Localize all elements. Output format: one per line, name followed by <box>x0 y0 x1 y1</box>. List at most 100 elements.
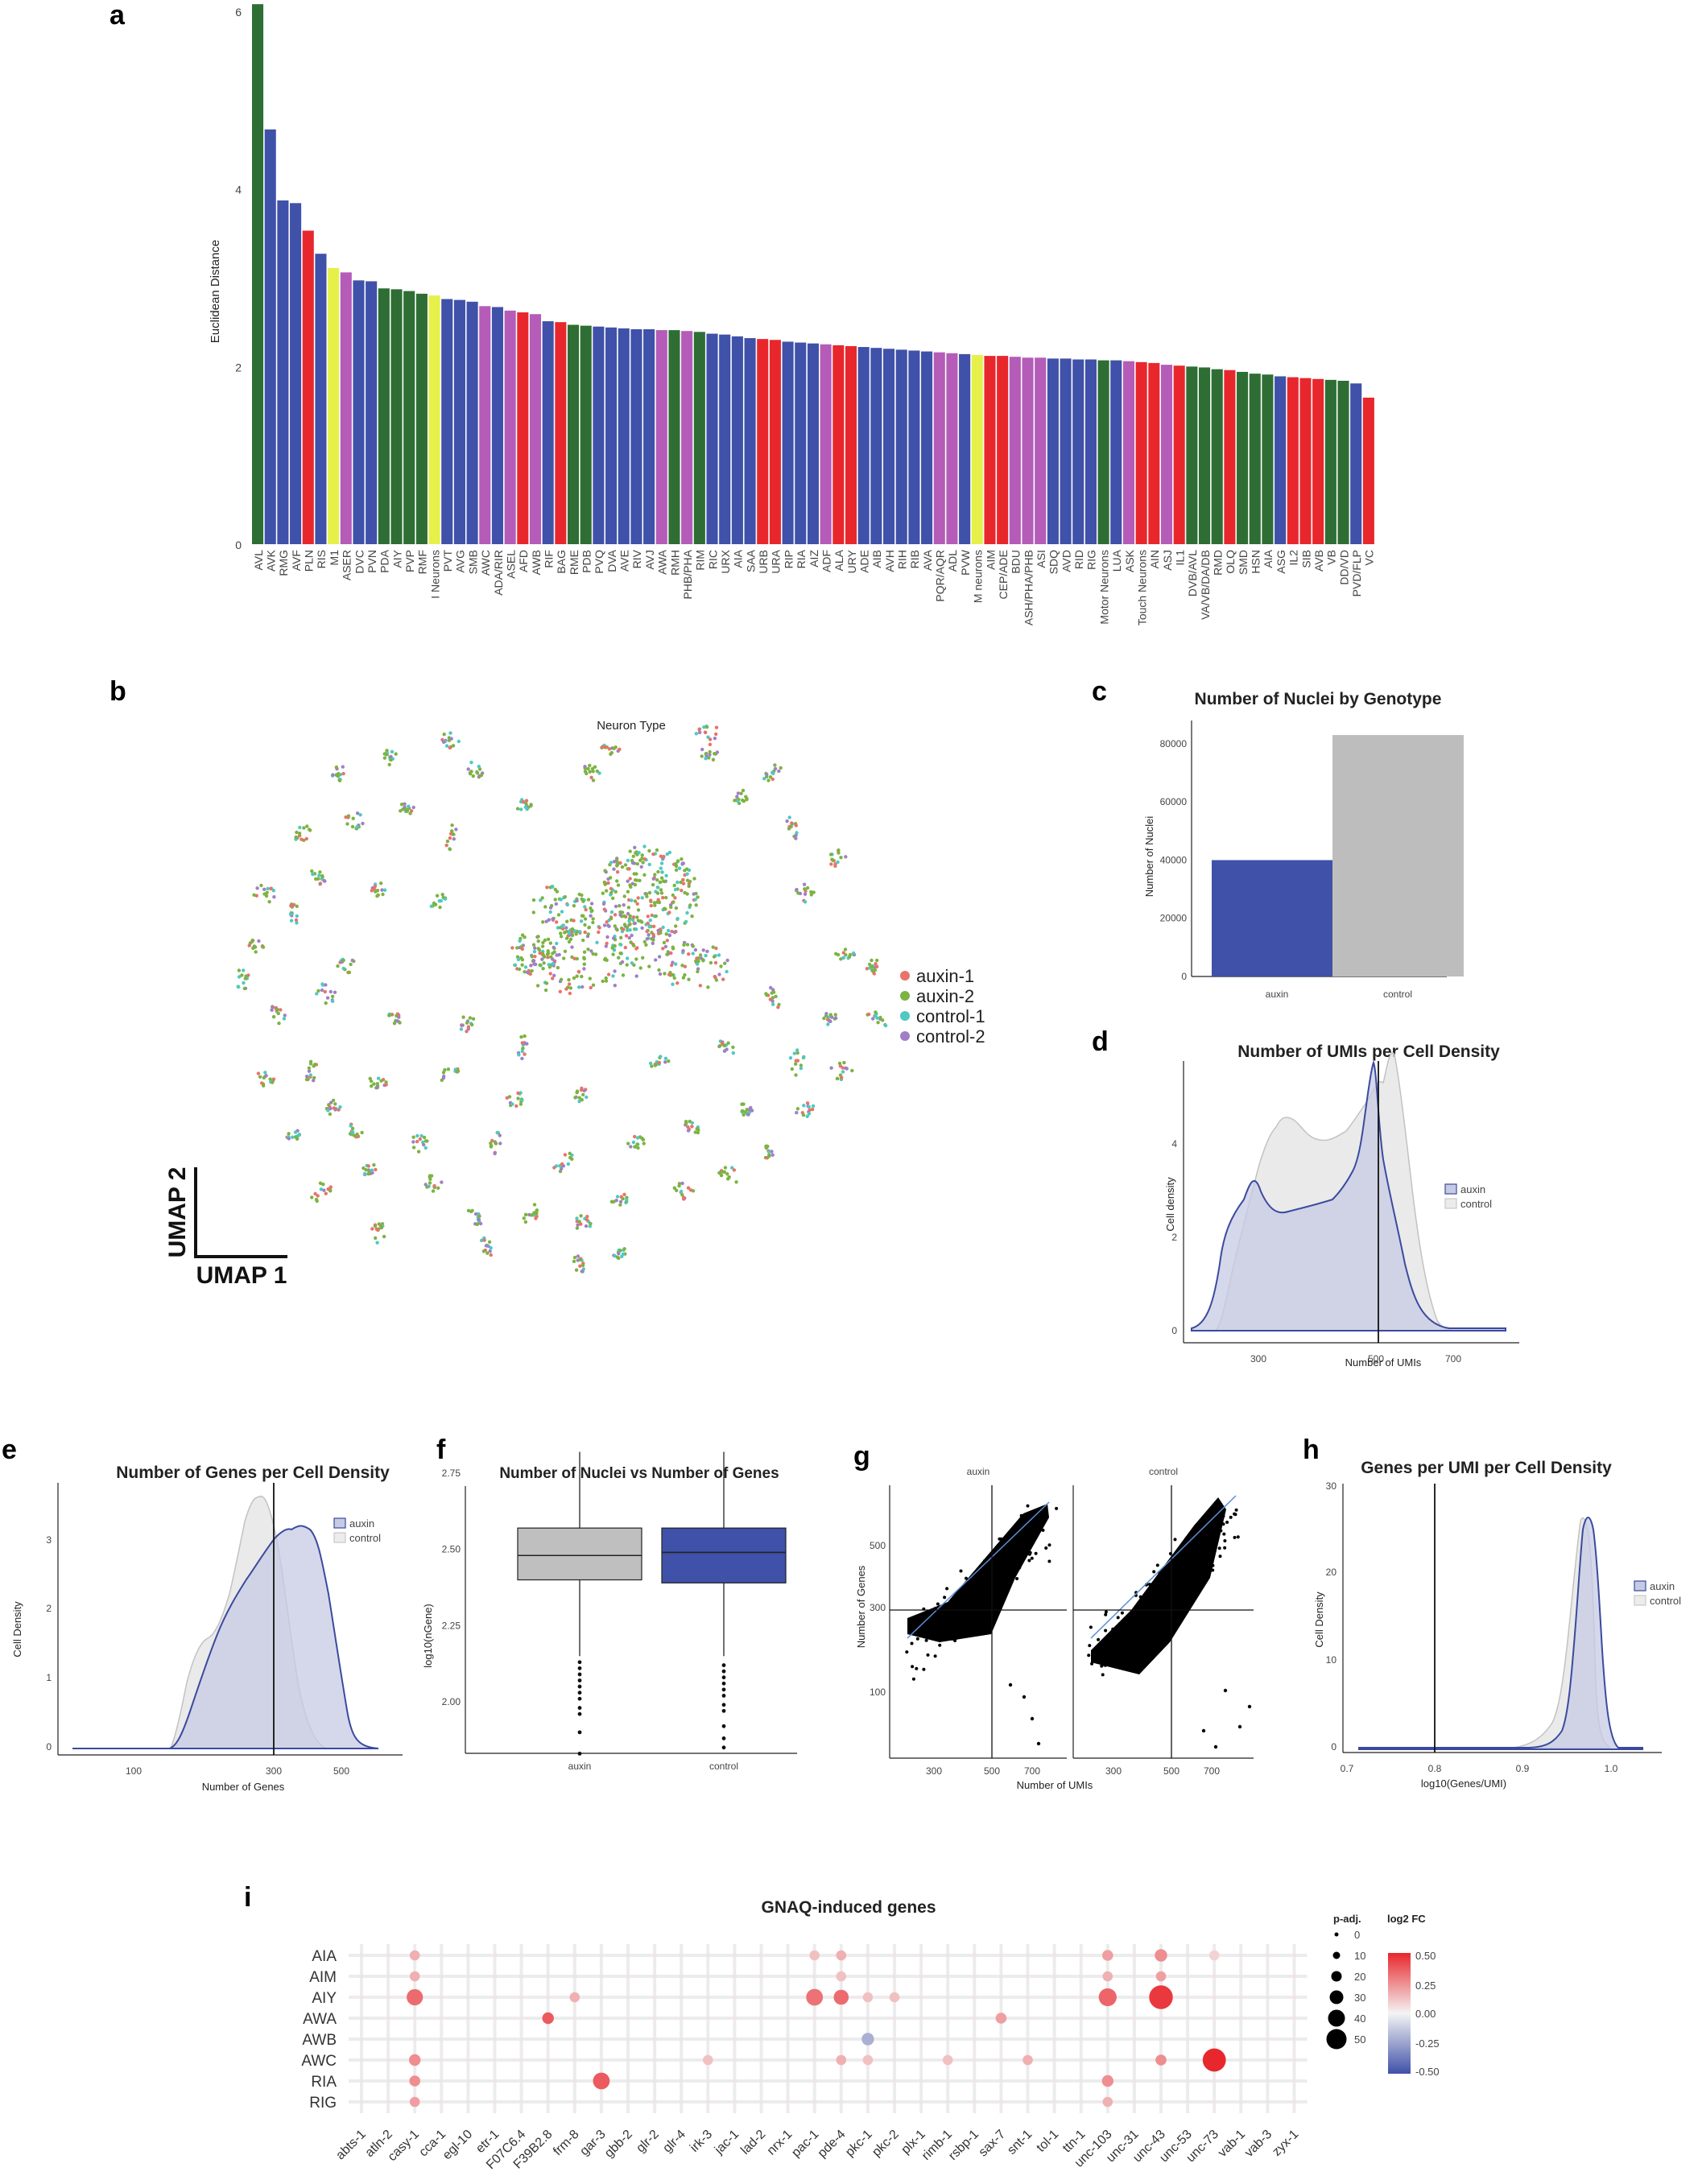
a-x-tick-label: AIY <box>390 549 403 568</box>
g-point <box>932 1625 936 1629</box>
f-outlier <box>577 1711 582 1716</box>
b-legend-label: control-2 <box>916 1026 985 1047</box>
umap-point <box>839 856 843 860</box>
a-bar <box>630 328 642 544</box>
i-background-dot <box>493 2017 497 2020</box>
a-bar <box>618 328 630 544</box>
umap-point <box>576 1223 580 1227</box>
a-x-tick-label: Touch Neurons <box>1135 550 1148 625</box>
g-point <box>926 1653 930 1657</box>
i-background-dot <box>360 2100 363 2103</box>
i-dot <box>1149 1985 1173 2009</box>
umap-point <box>802 1104 806 1108</box>
i-x-tick-label: lad-2 <box>738 2128 768 2157</box>
umap-point <box>685 872 689 876</box>
umap-point <box>632 943 636 948</box>
panel-c-bar-chart: Number of Nuclei by Genotype 02000040000… <box>1143 690 1464 1000</box>
g-point <box>954 1624 958 1627</box>
density-x-tick-label: 0.7 <box>1341 1763 1354 1774</box>
density-y-tick-label: 2 <box>1171 1232 1177 1243</box>
g-point <box>1013 1526 1017 1530</box>
g-point <box>1123 1626 1127 1630</box>
panel-a-y-axis-title: Euclidean Distance <box>209 240 222 343</box>
umap-point <box>708 753 712 757</box>
panel-i-legend: p-adj. log2 FC 010203040500.500.250.00-0… <box>1326 1913 1440 2078</box>
g-point <box>926 1613 930 1617</box>
umap-point <box>411 1140 415 1144</box>
umap-point <box>725 969 729 974</box>
umap-point <box>671 893 675 898</box>
f-outlier <box>721 1703 726 1707</box>
g-point <box>1209 1568 1213 1571</box>
umap-point <box>667 933 672 938</box>
umap-point <box>602 923 607 927</box>
a-bar <box>921 351 933 544</box>
umap-point <box>795 1107 800 1111</box>
umap-point <box>811 1104 816 1109</box>
g-point <box>1104 1629 1108 1633</box>
a-bar <box>769 340 781 544</box>
g-point <box>1128 1629 1132 1633</box>
umap-point <box>714 732 718 737</box>
umap-point <box>605 889 609 893</box>
i-background-dot <box>1292 1954 1296 1957</box>
i-background-dot <box>1132 2017 1136 2020</box>
umap-point <box>242 968 246 972</box>
a-bar <box>1324 379 1337 544</box>
umap-point <box>651 877 655 881</box>
i-background-dot <box>572 2058 576 2062</box>
i-background-dot <box>946 2037 950 2041</box>
i-background-dot <box>1026 1954 1030 1957</box>
umap-point <box>611 974 615 978</box>
a-bar <box>290 203 302 544</box>
umap-point <box>672 1186 676 1191</box>
g-point <box>1003 1572 1007 1576</box>
umap-point <box>329 1100 333 1104</box>
a-x-tick-label: SDQ <box>1047 550 1060 574</box>
umap-point <box>568 1151 572 1156</box>
umap-point <box>384 1080 388 1084</box>
g-point <box>1026 1504 1030 1508</box>
panel-c-y-axis-title: Number of Nuclei <box>1143 816 1155 898</box>
umap-point <box>696 1130 700 1135</box>
umap-point <box>834 1016 838 1020</box>
f-outlier <box>577 1660 582 1665</box>
umap-point <box>279 1008 283 1012</box>
a-x-tick-label: AVJ <box>643 550 656 570</box>
umap-point <box>612 746 616 750</box>
umap-point <box>635 1136 640 1140</box>
g-x-tick-label: 700 <box>1204 1765 1220 1777</box>
umap-point <box>533 955 537 959</box>
umap-point <box>619 1195 623 1199</box>
i-dot <box>409 2096 420 2108</box>
umap-point <box>714 946 718 951</box>
umap-point <box>565 919 569 923</box>
umap-point <box>487 1240 492 1245</box>
umap-point <box>627 919 631 923</box>
a-x-tick-label: AVH <box>883 550 896 572</box>
c-bar <box>1332 735 1464 976</box>
umap-point <box>489 1245 493 1250</box>
g-point <box>1173 1580 1177 1584</box>
a-y-tick-label: 0 <box>235 539 242 551</box>
i-background-dot <box>733 2037 737 2041</box>
umap-point <box>271 889 275 893</box>
i-background-dot <box>919 1975 923 1978</box>
umap-point <box>449 829 454 833</box>
umap-point <box>664 873 668 878</box>
a-bar <box>1097 360 1109 544</box>
umap-point <box>732 1168 737 1172</box>
a-x-tick-label: RME <box>568 550 580 575</box>
umap-point <box>295 914 299 919</box>
f-outlier <box>721 1724 726 1728</box>
umap-point <box>370 1168 374 1172</box>
umap-point <box>614 904 618 909</box>
umap-point <box>618 1249 622 1253</box>
umap-point <box>480 1238 484 1243</box>
umap-point <box>321 1183 325 1187</box>
umap-point <box>481 1249 486 1253</box>
umap-point <box>518 939 522 943</box>
i-background-dot <box>466 2079 470 2083</box>
umap-point <box>536 939 540 943</box>
